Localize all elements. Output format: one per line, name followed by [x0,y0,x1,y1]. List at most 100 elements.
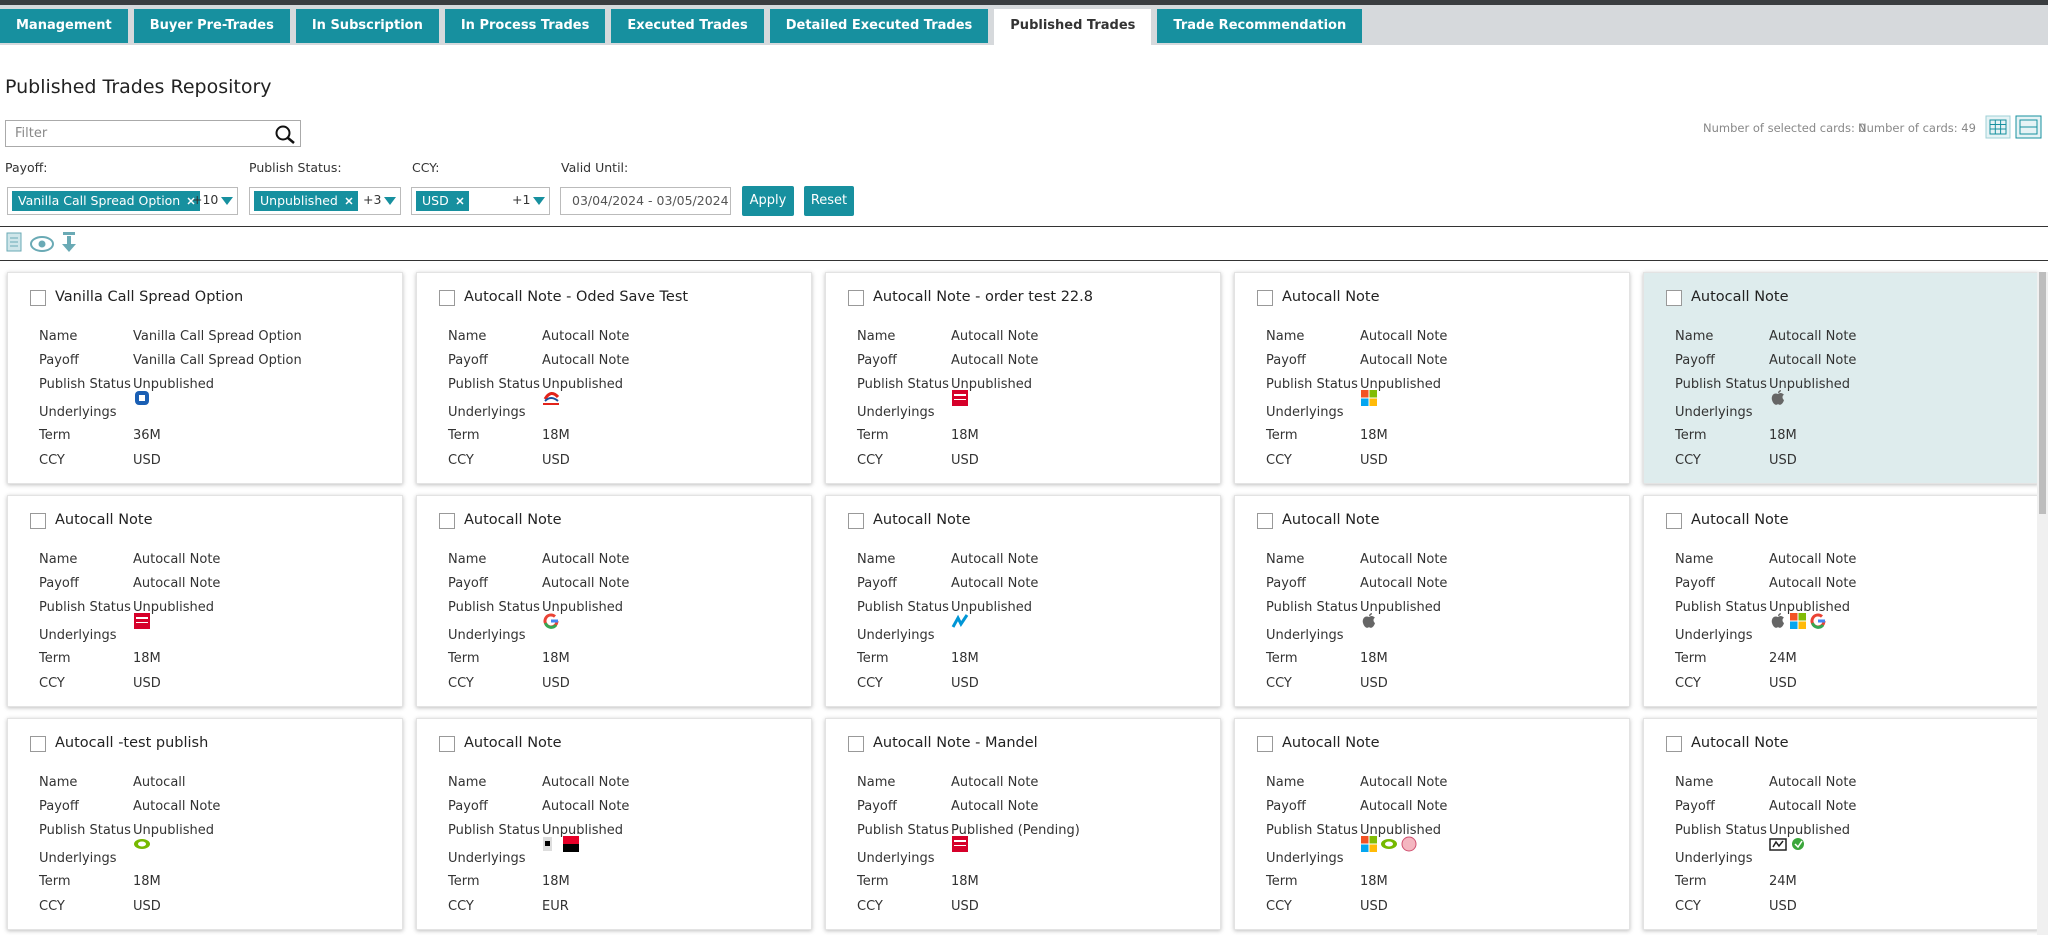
field-label: Name [1675,775,1714,790]
trade-card[interactable]: Autocall Note Name Autocall Note Payoff Auto… [1234,272,1630,484]
scrollbar[interactable] [2037,272,2048,935]
tab[interactable]: In Subscription [295,9,439,43]
search-icon[interactable] [274,124,296,144]
tab[interactable]: Buyer Pre-Trades [133,9,290,43]
underlying-icons [1769,612,1827,630]
card-title: Autocall Note - Oded Save Test [464,289,689,305]
trade-card[interactable]: Autocall Note Name Autocall Note Payoff Auto… [1643,718,2039,930]
chip: Unpublished [254,191,358,211]
status-dropdown[interactable]: Unpublished +3 [249,187,401,215]
field-label: CCY [448,676,474,691]
card-title: Autocall Note [1691,735,1789,751]
trade-card[interactable]: Autocall Note Name Autocall Note Payoff Auto… [416,495,812,707]
field-label: Term [1266,651,1298,666]
checkbox[interactable] [439,513,455,529]
field-label: Payoff [448,799,488,814]
trade-card[interactable]: Autocall Note Name Autocall Note Payoff Auto… [825,495,1221,707]
field-value: 24M [1769,874,1797,889]
field-value: Published (Pending) [951,823,1080,838]
underlying-icons [1360,835,1418,853]
card-title: Autocall Note - order test 22.8 [873,289,1093,305]
tab[interactable]: In Process Trades [444,9,606,43]
checkbox[interactable] [1666,736,1682,752]
trade-card[interactable]: Vanilla Call Spread Option Name Vanilla Ca… [7,272,403,484]
trade-card[interactable]: Autocall Note Name Autocall Note Payoff Auto… [7,495,403,707]
field-label: Term [857,874,889,889]
preview-icon[interactable] [30,236,54,252]
tab[interactable]: Published Trades [994,9,1152,45]
checkbox[interactable] [848,290,864,306]
trade-card[interactable]: Autocall Note - order test 22.8 Name Autoc… [825,272,1221,484]
checkbox[interactable] [1666,513,1682,529]
underlying-logo [1792,838,1804,850]
checkbox[interactable] [30,513,46,529]
field-label: Term [39,874,71,889]
field-label: Payoff [39,576,79,591]
chip: USD [416,191,469,211]
checkbox[interactable] [1257,736,1273,752]
underlying-icons [542,835,580,853]
card-title: Autocall Note [1282,289,1380,305]
field-label: CCY [857,676,883,691]
field-value: USD [951,453,979,468]
chip-remove[interactable] [187,197,195,205]
field-label: Underlyings [1266,405,1344,420]
field-label: CCY [1266,453,1292,468]
tab[interactable]: Trade Recommendation [1157,9,1363,43]
export-icon[interactable] [6,232,22,252]
trade-card[interactable]: Autocall Note Name Autocall Note Payoff Auto… [1643,495,2039,707]
field-value: 18M [951,428,979,443]
field-label: CCY [1675,453,1701,468]
field-value: Autocall Note [542,775,630,790]
checkbox[interactable] [439,290,455,306]
field-value: Autocall Note [951,775,1039,790]
checkbox[interactable] [30,290,46,306]
chip-remove[interactable] [345,197,353,205]
filter-input[interactable]: Filter [5,120,301,147]
trade-card[interactable]: Autocall Note Name Autocall Note Payoff Auto… [1234,718,1630,930]
dropdown-arrow[interactable] [221,197,233,205]
field-label: Term [1675,651,1707,666]
chip-remove[interactable] [456,197,464,205]
checkbox[interactable] [30,736,46,752]
trade-card[interactable]: Autocall Note - Mandel Name Autocall Note P… [825,718,1221,930]
field-label: Term [448,428,480,443]
checkbox[interactable] [848,513,864,529]
dropdown-arrow[interactable] [533,197,545,205]
tab[interactable]: Detailed Executed Trades [769,9,989,43]
date-range[interactable]: 03/04/2024 - 03/05/2024 [560,187,731,215]
field-label: Name [39,775,78,790]
ccy-dropdown[interactable]: USD +1 [411,187,550,215]
field-value: 24M [1769,651,1797,666]
checkbox[interactable] [439,736,455,752]
payoff-dropdown[interactable]: Vanilla Call Spread Option +10 [7,187,238,215]
checkbox[interactable] [1257,290,1273,306]
trade-card[interactable]: Autocall Note Name Autocall Note Payoff Auto… [416,718,812,930]
download-icon[interactable] [62,232,76,252]
trade-card[interactable]: Autocall Note Name Autocall Note Payoff Auto… [1643,272,2039,484]
view-toggle[interactable] [1985,114,2043,140]
scroll-thumb[interactable] [2039,272,2046,514]
field-label: Payoff [1675,799,1715,814]
field-label: Publish Status [1675,823,1767,838]
field-label: Name [857,329,896,344]
checkbox[interactable] [1666,290,1682,306]
underlying-logo [543,392,560,405]
underlying-logo [1401,836,1417,852]
trade-card[interactable]: Autocall -test publish Name Autocall Payoff… [7,718,403,930]
card-title: Autocall Note [873,512,971,528]
apply-button[interactable]: Apply [742,186,794,216]
checkbox[interactable] [1257,513,1273,529]
trade-card[interactable]: Autocall Note - Oded Save Test Name Autoca… [416,272,812,484]
checkbox[interactable] [848,736,864,752]
field-label: Publish Status [448,600,540,615]
field-value: Autocall Note [542,799,630,814]
tab[interactable]: Management [0,9,128,43]
trade-card[interactable]: Autocall Note Name Autocall Note Payoff Auto… [1234,495,1630,707]
field-value: Autocall Note [1360,552,1448,567]
dropdown-arrow[interactable] [384,197,396,205]
underlying-logo [134,839,150,849]
reset-button[interactable]: Reset [804,186,854,216]
tab[interactable]: Executed Trades [611,9,764,43]
underlying-logo [1771,613,1784,628]
